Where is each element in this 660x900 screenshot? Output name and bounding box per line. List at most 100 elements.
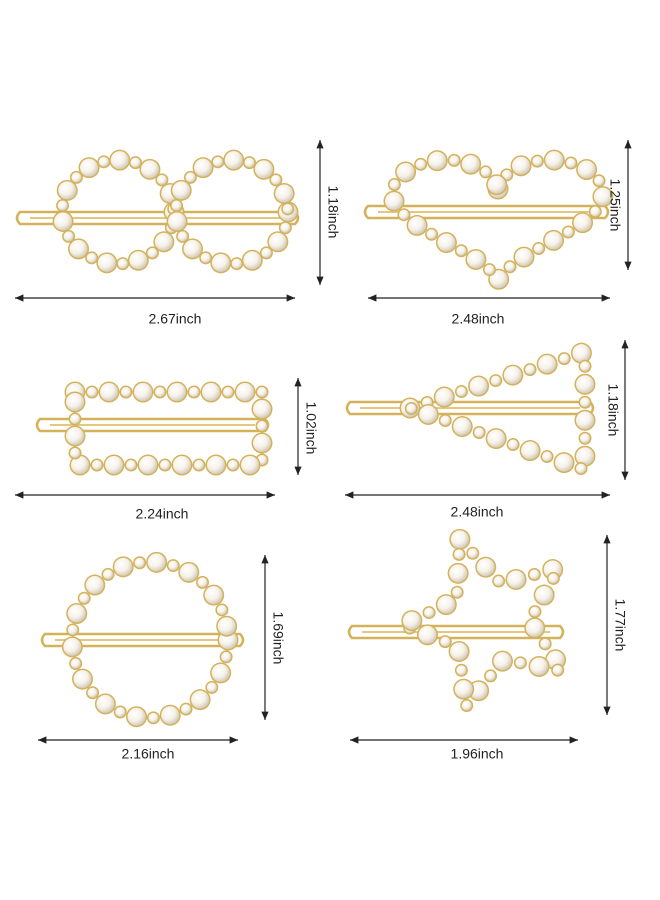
pearl — [160, 460, 170, 470]
pearl — [103, 569, 114, 580]
pearl — [268, 232, 287, 251]
pearl — [450, 642, 469, 661]
pearl — [207, 456, 225, 474]
pearl — [97, 253, 116, 272]
pearl — [70, 448, 80, 458]
pearl — [577, 160, 596, 179]
pearl — [129, 251, 148, 270]
pearl — [114, 557, 133, 576]
pearl — [168, 212, 187, 231]
pearl — [57, 200, 68, 211]
pearl — [453, 417, 472, 436]
pearl — [221, 651, 232, 662]
pearl — [110, 151, 129, 170]
pearl — [63, 637, 82, 656]
pearl — [212, 156, 223, 167]
pearl — [419, 405, 438, 424]
pearl — [236, 383, 254, 401]
pearl — [71, 172, 82, 183]
pearl — [241, 456, 259, 474]
pearl — [385, 192, 404, 211]
pearl — [177, 231, 188, 242]
clip-bar — [347, 624, 565, 640]
pearl — [493, 576, 504, 587]
pearl — [544, 231, 563, 250]
width-label: 2.67inch — [149, 311, 202, 327]
height-label: 1.77inch — [612, 599, 628, 652]
pearl — [576, 375, 594, 394]
pearl — [130, 157, 141, 168]
pearl — [121, 387, 131, 397]
pearl — [452, 587, 463, 598]
pearl — [573, 213, 592, 232]
pearl — [67, 624, 78, 635]
pearl — [449, 564, 468, 583]
pearl — [171, 200, 182, 211]
pearl — [231, 258, 242, 269]
clips — [15, 149, 614, 728]
pearl — [530, 657, 549, 676]
pearl — [480, 166, 491, 177]
pearl — [211, 663, 230, 682]
pearl — [580, 397, 590, 408]
pearl — [575, 463, 586, 474]
pearl — [253, 434, 271, 452]
pearl — [476, 558, 495, 577]
pearl — [501, 169, 512, 180]
pearl — [58, 181, 77, 200]
pearl — [280, 222, 291, 233]
height-label: 1.69inch — [270, 612, 286, 665]
pearl — [154, 232, 173, 251]
pearl — [181, 704, 192, 715]
pearl — [454, 680, 473, 699]
pearl — [197, 577, 208, 588]
pearl — [503, 366, 522, 385]
pearl — [140, 160, 159, 179]
pearl — [70, 414, 80, 424]
pearl — [134, 557, 145, 568]
pearl — [100, 383, 118, 401]
pearl — [428, 151, 447, 170]
width-label: 1.96inch — [451, 746, 504, 762]
pearl — [54, 212, 73, 231]
pearl — [185, 172, 196, 183]
pearl — [469, 681, 488, 700]
pearl — [424, 607, 435, 618]
pearl — [191, 690, 210, 709]
pearl — [161, 706, 180, 725]
pearl — [406, 403, 417, 414]
pearl — [148, 712, 159, 723]
pearl — [389, 179, 400, 190]
pearl — [202, 383, 220, 401]
pearl — [228, 460, 238, 470]
pearl — [243, 251, 262, 270]
pearl — [508, 439, 519, 450]
pearl — [532, 156, 543, 167]
pearl — [80, 158, 99, 177]
pearl — [542, 451, 553, 462]
pearl — [117, 258, 128, 269]
pearl — [440, 636, 451, 647]
pearl — [206, 682, 217, 693]
pearl — [223, 387, 233, 397]
pearl — [98, 156, 109, 167]
pearl — [69, 239, 88, 258]
pearl — [63, 231, 74, 242]
clip-bar — [363, 204, 610, 220]
pearl — [466, 250, 485, 269]
pearl — [454, 549, 465, 560]
pearl — [469, 377, 488, 396]
pearl — [126, 460, 136, 470]
pearl — [189, 387, 199, 397]
pearl — [487, 429, 506, 448]
pearl — [253, 400, 271, 418]
height-label: 1.18inch — [605, 384, 621, 437]
pearl — [535, 586, 554, 605]
pearl — [261, 247, 272, 258]
pearl — [580, 361, 590, 372]
pearl — [456, 386, 467, 397]
pearl — [572, 344, 591, 363]
pearl — [200, 252, 211, 263]
pearl — [96, 694, 115, 713]
